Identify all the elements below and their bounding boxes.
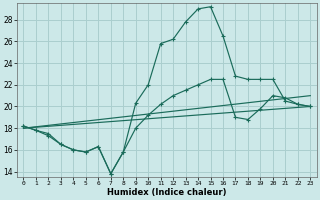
X-axis label: Humidex (Indice chaleur): Humidex (Indice chaleur) [107,188,227,197]
